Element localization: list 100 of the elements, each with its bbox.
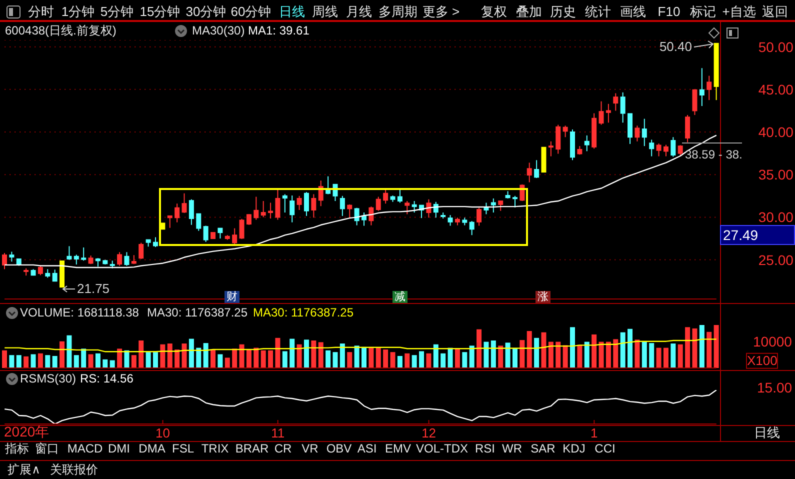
bar xyxy=(60,341,65,368)
bar xyxy=(534,338,540,368)
bar xyxy=(88,354,94,368)
text: F10 xyxy=(658,4,680,20)
candlestick xyxy=(268,202,274,219)
chart-subtitle: MA30(30) xyxy=(192,23,245,38)
bar xyxy=(232,348,238,368)
bar xyxy=(268,350,274,368)
text: 分时 xyxy=(28,4,54,20)
text: 10000 xyxy=(753,333,792,350)
bar xyxy=(498,346,504,368)
y-tick-label: 50.00 xyxy=(758,38,794,55)
text: 画线 xyxy=(620,4,646,20)
bar xyxy=(469,346,474,368)
bar xyxy=(649,343,654,368)
text: VOLUME: 1681118.38 xyxy=(20,305,139,320)
text: 1分钟 xyxy=(61,4,95,20)
bar xyxy=(526,331,532,368)
bar xyxy=(254,348,259,368)
bar xyxy=(311,340,316,368)
candlestick xyxy=(311,194,316,218)
bar xyxy=(45,355,50,368)
bar xyxy=(110,360,115,368)
bar xyxy=(290,338,295,368)
text: FSL xyxy=(172,441,194,456)
bar xyxy=(570,327,576,368)
text: SAR xyxy=(530,441,556,456)
bar xyxy=(685,327,690,368)
candlestick xyxy=(174,203,180,223)
bar xyxy=(246,350,252,368)
bar xyxy=(642,342,647,368)
bar xyxy=(505,342,510,368)
bar xyxy=(620,332,626,368)
text: CR xyxy=(274,441,292,456)
bar xyxy=(412,355,417,368)
text: EMV xyxy=(384,441,412,456)
text: KDJ xyxy=(562,441,586,456)
chart-title: 600438(日线.前复权) xyxy=(5,23,116,38)
bar xyxy=(2,350,8,368)
bar xyxy=(628,328,633,368)
y-tick-label: 40.00 xyxy=(758,124,794,140)
bar xyxy=(239,344,244,368)
bar xyxy=(282,351,288,368)
text: RSI xyxy=(474,441,496,456)
text: 窗口 xyxy=(35,441,59,456)
bar xyxy=(613,339,618,368)
bar xyxy=(332,352,338,368)
text: 多周期 xyxy=(378,4,418,20)
bar xyxy=(152,352,158,368)
text: 15.00 xyxy=(757,379,792,396)
bar xyxy=(117,348,122,368)
bar xyxy=(520,340,525,368)
text: MA30: 1176387.25 xyxy=(147,305,248,320)
series-label: RS: 14.56 xyxy=(80,371,134,386)
x-tick-label: 11 xyxy=(271,426,285,440)
text: MA1: 39.61 xyxy=(248,23,310,38)
bar xyxy=(656,348,662,368)
bar xyxy=(490,340,496,368)
bar xyxy=(476,329,482,368)
bar xyxy=(512,348,518,368)
text: 周线 xyxy=(312,4,338,20)
bar xyxy=(404,353,410,368)
bar xyxy=(210,350,216,368)
bar xyxy=(462,352,468,368)
bar xyxy=(433,344,438,368)
bar xyxy=(24,356,29,368)
bar xyxy=(598,342,604,368)
text: DMI xyxy=(108,441,130,456)
text: 扩展∧ xyxy=(8,462,40,477)
text: 30分钟 xyxy=(186,4,226,20)
text: MA30: 1176387.25 xyxy=(253,305,354,320)
bar xyxy=(167,343,172,368)
y-tick-label: 25.00 xyxy=(758,252,794,268)
bar xyxy=(699,325,704,368)
line-series xyxy=(4,134,717,268)
bar xyxy=(606,342,611,368)
bar xyxy=(296,344,302,368)
candlestick xyxy=(699,68,704,107)
bar xyxy=(592,334,597,368)
bar xyxy=(326,350,331,368)
bar xyxy=(390,352,396,368)
text: 日线 xyxy=(279,4,305,20)
bar xyxy=(218,354,223,368)
bar xyxy=(318,342,324,368)
text: 5分钟 xyxy=(100,4,134,20)
text: 复权 xyxy=(481,4,507,20)
bar xyxy=(174,350,180,368)
text: VR xyxy=(302,441,318,456)
text: +自选 xyxy=(722,4,756,20)
text: VOL-TDX xyxy=(416,441,468,456)
bar xyxy=(454,348,460,368)
y-tick-label: 30.00 xyxy=(758,209,794,226)
bar xyxy=(426,353,432,368)
text: 27.49 xyxy=(720,225,795,245)
text: 60分钟 xyxy=(230,4,272,20)
bar xyxy=(16,355,22,368)
bar xyxy=(275,338,280,368)
text: BRAR xyxy=(235,441,269,456)
bar xyxy=(584,342,590,368)
bar xyxy=(188,338,194,368)
